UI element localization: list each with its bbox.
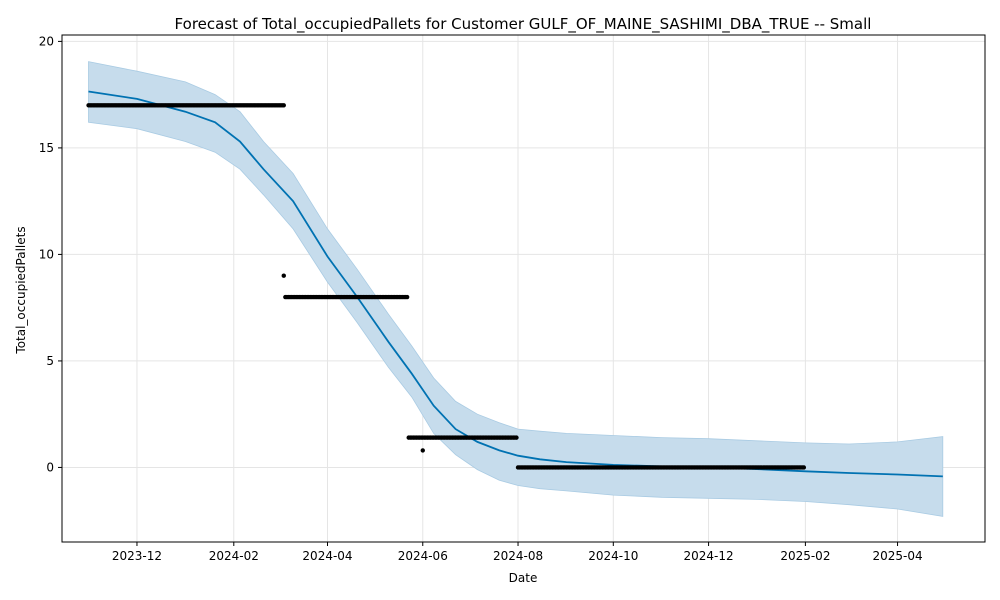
x-tick-label: 2023-12 [112,549,162,563]
x-tick-label: 2024-10 [588,549,638,563]
x-axis-ticks: 2023-12 2024-02 2024-04 2024-06 2024-08 2024-… [112,542,923,563]
x-tick-label: 2024-12 [683,549,733,563]
y-axis-ticks: 0 5 10 15 20 [39,34,62,474]
y-tick-label: 5 [46,354,54,368]
x-tick-label: 2024-04 [302,549,352,563]
actual-point [281,103,286,108]
y-tick-label: 15 [39,141,54,155]
x-tick-label: 2025-04 [872,549,922,563]
x-tick-label: 2024-02 [209,549,259,563]
plot-frame [61,34,986,543]
y-tick-label: 0 [46,460,54,474]
x-tick-label: 2024-06 [398,549,448,563]
actual-point [514,435,519,440]
chart-title: Forecast of Total_occupiedPallets for Cu… [175,15,872,34]
y-axis-label: Total_occupiedPallets [14,226,28,354]
actual-point [801,465,807,470]
y-tick-label: 20 [39,34,54,48]
actual-points [86,103,807,470]
x-tick-label: 2024-08 [493,549,543,563]
actual-point [404,294,410,300]
x-tick-label: 2025-02 [780,549,830,563]
actual-point [281,273,286,278]
y-tick-label: 10 [39,247,54,261]
actual-point [420,448,425,453]
x-axis-label: Date [509,571,538,585]
